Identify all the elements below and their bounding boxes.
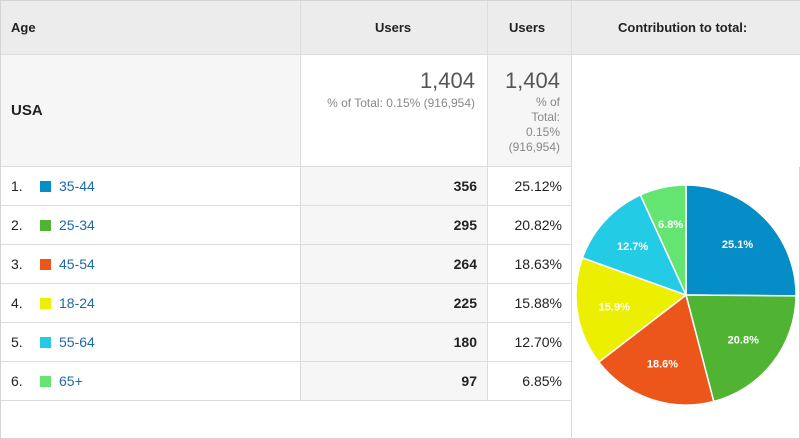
- row-percent: 15.88%: [514, 295, 562, 311]
- pie-slice-label: 20.8%: [728, 335, 759, 347]
- row-percent: 18.63%: [514, 256, 562, 272]
- table-row: 6. 65+ 97 6.85%: [1, 362, 572, 401]
- legend-swatch: [40, 337, 51, 348]
- row-label-link[interactable]: 65+: [59, 373, 83, 389]
- row-percent: 25.12%: [514, 178, 562, 194]
- row-users-cell: 356: [301, 167, 487, 205]
- summary-users-total: 1,404: [419, 68, 475, 93]
- table-row: 5. 55-64 180 12.70%: [1, 323, 572, 362]
- pie-slice-label: 25.1%: [722, 239, 753, 251]
- row-users: 356: [453, 178, 477, 194]
- row-label-link[interactable]: 25-34: [59, 217, 95, 233]
- summary-label-cell: USA: [1, 55, 301, 167]
- row-label-link[interactable]: 45-54: [59, 256, 95, 272]
- header-users[interactable]: Users: [375, 20, 412, 35]
- row-users: 295: [453, 217, 477, 233]
- pie-slice-label: 12.7%: [617, 241, 648, 253]
- summary-users2-cell: 1,404 % of Total: 0.15% (916,954): [487, 55, 572, 167]
- legend-swatch: [40, 181, 51, 192]
- row-index: 4.: [11, 295, 23, 311]
- pie-slice-35-44[interactable]: [685, 184, 797, 297]
- row-users-cell: 97: [301, 362, 487, 400]
- column-divider: [487, 1, 488, 401]
- table-row: 2. 25-34 295 20.82%: [1, 206, 572, 245]
- row-users-cell: 180: [301, 323, 487, 361]
- pie-slice-label: 15.9%: [599, 301, 630, 313]
- row-index: 1.: [11, 178, 23, 194]
- legend-swatch: [40, 259, 51, 270]
- header-age[interactable]: Age: [11, 20, 36, 35]
- pie-slice-65+[interactable]: [639, 184, 687, 296]
- legend-swatch: [40, 220, 51, 231]
- summary-users-subtotal: % of Total: 0.15% (916,954): [327, 96, 475, 110]
- summary-contribution-cell: [572, 55, 800, 167]
- summary-label: USA: [11, 102, 43, 119]
- legend-swatch: [40, 298, 51, 309]
- pie-slice-25-34[interactable]: [685, 294, 797, 403]
- row-users: 97: [461, 373, 477, 389]
- row-users: 180: [453, 334, 477, 350]
- summary-users2-sub-line: (916,954): [508, 140, 560, 154]
- summary-users2-subtotal: % of Total: 0.15% (916,954): [509, 95, 560, 155]
- header-users-cell: Users: [301, 1, 487, 55]
- row-percent: 12.70%: [514, 334, 562, 350]
- summary-users2-total: 1,404: [504, 68, 560, 93]
- header-contribution: Contribution to total:: [618, 20, 748, 35]
- header-users2-cell: Users: [487, 1, 572, 55]
- header-users-secondary[interactable]: Users: [509, 20, 546, 35]
- row-index: 3.: [11, 256, 23, 272]
- table-row: 1. 35-44 356 25.12%: [1, 167, 572, 206]
- column-divider: [571, 1, 572, 439]
- legend-swatch: [40, 376, 51, 387]
- row-users-cell: 264: [301, 245, 487, 283]
- summary-users2-sub-line: % of: [535, 95, 560, 109]
- row-index: 2.: [11, 217, 23, 233]
- row-label-link[interactable]: 18-24: [59, 295, 95, 311]
- row-percent: 20.82%: [514, 217, 562, 233]
- row-label-link[interactable]: 55-64: [59, 334, 95, 350]
- contribution-pie-chart: 25.1% 20.8% 18.6% 15.9% 12.7% 6.8%: [575, 184, 797, 406]
- row-users-cell: 295: [301, 206, 487, 244]
- pie-slice-55-64[interactable]: [581, 193, 688, 297]
- header-contribution-cell: Contribution to total:: [572, 1, 800, 55]
- row-users-cell: 225: [301, 284, 487, 322]
- row-users: 264: [453, 256, 477, 272]
- header-age-cell: Age: [1, 1, 301, 55]
- row-index: 6.: [11, 373, 23, 389]
- summary-users2-sub-line: Total:: [531, 110, 560, 124]
- row-percent: 6.85%: [522, 373, 562, 389]
- summary-users-cell: 1,404 % of Total: 0.15% (916,954): [301, 55, 487, 167]
- summary-users2-sub-line: 0.15%: [525, 125, 560, 139]
- pie-slice-label: 18.6%: [647, 359, 678, 371]
- pie-slice-label: 6.8%: [658, 219, 683, 231]
- table-row: 4. 18-24 225 15.88%: [1, 284, 572, 323]
- table-row: 3. 45-54 264 18.63%: [1, 245, 572, 284]
- column-divider: [300, 1, 301, 401]
- row-index: 5.: [11, 334, 23, 350]
- pie-slice-45-54[interactable]: [597, 293, 715, 406]
- row-users: 225: [453, 295, 477, 311]
- row-label-link[interactable]: 35-44: [59, 178, 95, 194]
- pie-slice-18-24[interactable]: [575, 256, 688, 364]
